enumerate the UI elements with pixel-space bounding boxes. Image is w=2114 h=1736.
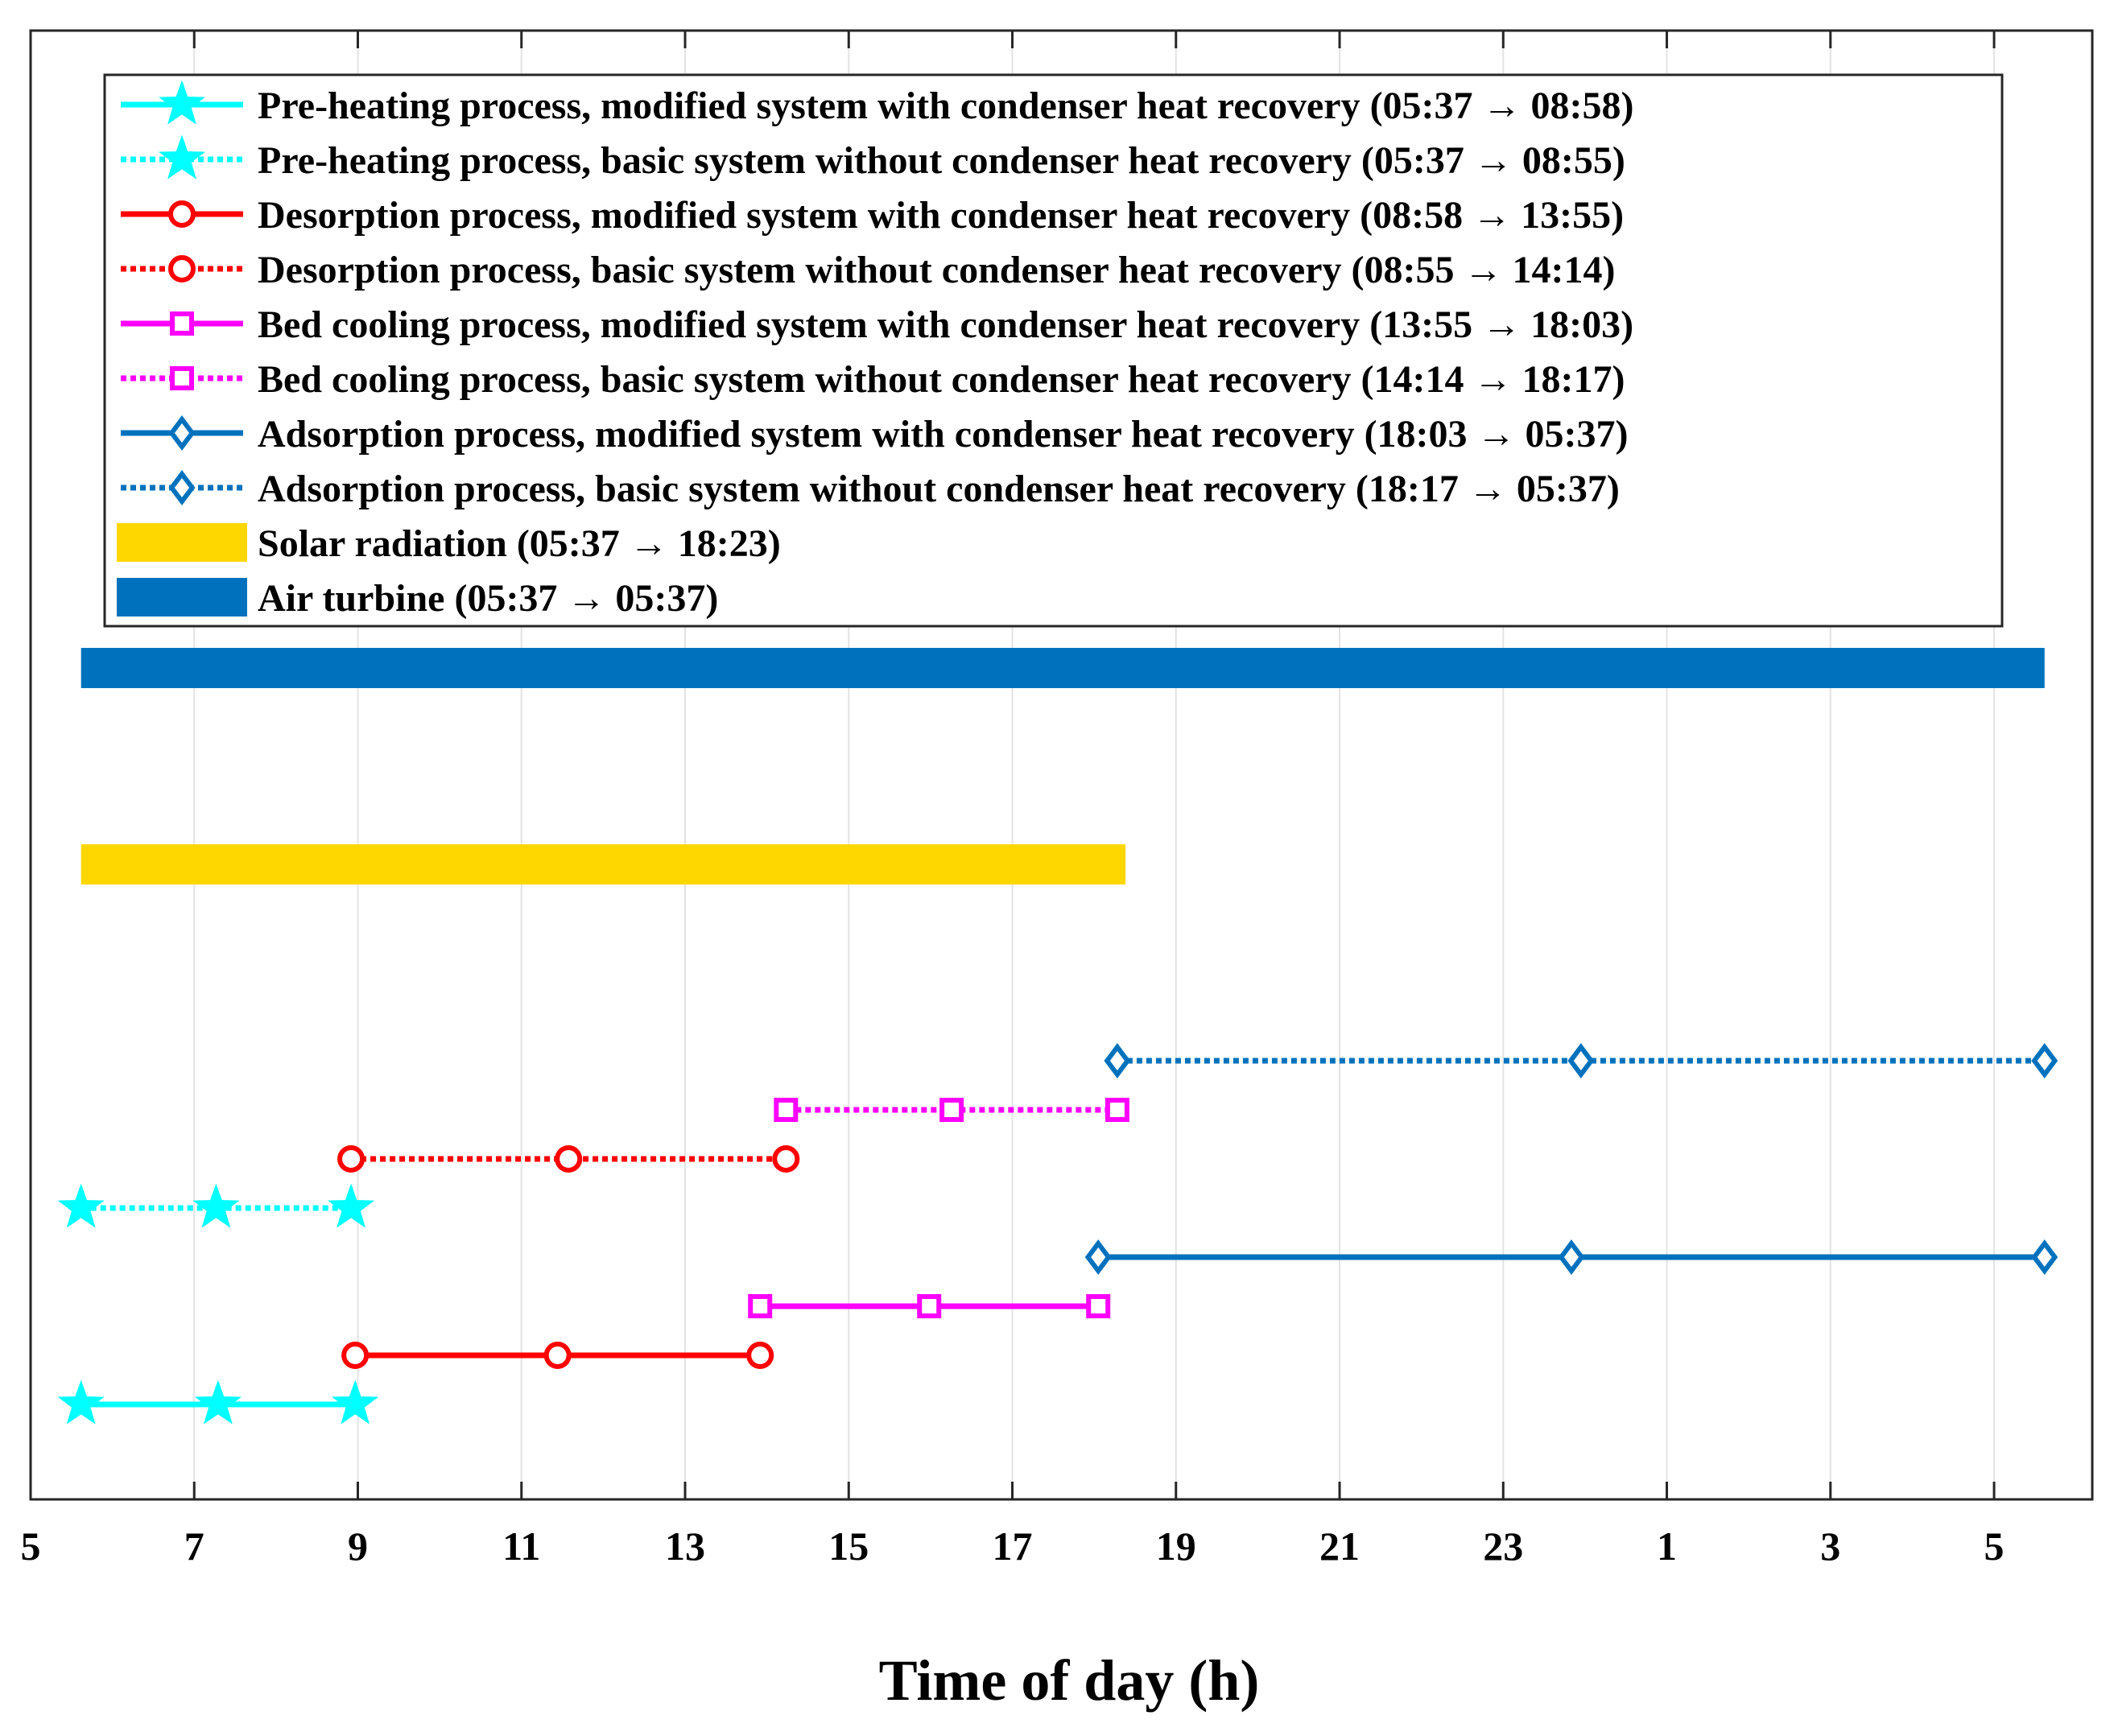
series-marker bbox=[748, 1294, 773, 1318]
legend-entry-6: Bed cooling process, basic system withou… bbox=[121, 358, 1625, 401]
series-marker bbox=[2031, 1043, 2058, 1078]
series-marker bbox=[327, 1183, 375, 1228]
x-tick-label: 13 bbox=[665, 1524, 705, 1569]
series-marker bbox=[555, 1145, 583, 1173]
legend-marker bbox=[168, 415, 196, 451]
x-tick-label: 3 bbox=[1820, 1524, 1840, 1569]
plot-frame bbox=[29, 29, 2094, 1501]
series-marker bbox=[194, 1379, 242, 1425]
x-axis-label: Time of day (h) bbox=[879, 1648, 1260, 1713]
series-3 bbox=[341, 1342, 774, 1369]
legend-entry-3: Desorption process, modified system with… bbox=[121, 194, 1624, 237]
legend-marker bbox=[170, 366, 194, 390]
series-marker bbox=[1086, 1294, 1111, 1318]
legend-label: Pre-heating process, basic system withou… bbox=[258, 139, 1625, 182]
legend-marker bbox=[159, 80, 205, 125]
legend-label: Bed cooling process, modified system wit… bbox=[258, 303, 1633, 346]
series-marker bbox=[57, 1183, 105, 1228]
legend-entry-7: Adsorption process, modified system with… bbox=[121, 413, 1629, 456]
bar-2 bbox=[81, 648, 2045, 688]
series-marker bbox=[917, 1294, 942, 1318]
series-marker bbox=[332, 1379, 379, 1425]
series-5 bbox=[748, 1294, 1111, 1318]
x-tick-label: 21 bbox=[1319, 1524, 1360, 1569]
x-tick-label: 19 bbox=[1156, 1524, 1196, 1569]
x-axis: 5 7 9 11 13 15 17 19 21 23 1 3 5 bbox=[21, 31, 2005, 1569]
legend-entry-1: Pre-heating process, modified system wit… bbox=[121, 80, 1634, 127]
series-marker bbox=[337, 1145, 365, 1173]
legend-marker bbox=[168, 200, 196, 228]
bar-1 bbox=[81, 844, 1126, 884]
series-4 bbox=[337, 1145, 800, 1173]
x-tick-label: 23 bbox=[1483, 1524, 1523, 1569]
legend-label: Bed cooling process, basic system withou… bbox=[258, 358, 1625, 401]
legend-marker bbox=[168, 255, 196, 282]
x-tick-label: 17 bbox=[993, 1524, 1033, 1569]
x-tick-label: 11 bbox=[502, 1524, 540, 1569]
legend-entry-9: Solar radiation (05:37 → 18:23) bbox=[117, 522, 781, 565]
x-tick-label: 5 bbox=[1984, 1524, 2005, 1569]
legend-label: Desorption process, modified system with… bbox=[258, 194, 1624, 237]
x-tick-label: 15 bbox=[828, 1524, 869, 1569]
legend-label: Adsorption process, basic system without… bbox=[258, 468, 1620, 510]
series-marker bbox=[746, 1342, 774, 1369]
legend-swatch bbox=[117, 523, 247, 562]
series-marker bbox=[772, 1145, 800, 1173]
legend-marker bbox=[168, 470, 196, 505]
series-1 bbox=[57, 1379, 379, 1425]
legend-box bbox=[103, 73, 2004, 628]
legend-label: Air turbine (05:37 → 05:37) bbox=[258, 577, 718, 620]
legend-label: Solar radiation (05:37 → 18:23) bbox=[258, 522, 781, 565]
series-marker bbox=[1567, 1043, 1595, 1078]
series-marker bbox=[341, 1342, 370, 1369]
series-8 bbox=[1104, 1043, 2058, 1078]
x-tick-label: 7 bbox=[184, 1524, 204, 1569]
x-tick-label: 1 bbox=[1657, 1524, 1677, 1569]
legend-entry-8: Adsorption process, basic system without… bbox=[121, 468, 1620, 510]
series-2 bbox=[57, 1183, 375, 1228]
series-layer bbox=[57, 1043, 2058, 1425]
series-marker bbox=[774, 1098, 799, 1122]
series-marker bbox=[1558, 1239, 1585, 1275]
legend-label: Desorption process, basic system without… bbox=[258, 249, 1615, 291]
legend: Pre-heating process, modified system wit… bbox=[103, 73, 2004, 628]
series-marker bbox=[2031, 1239, 2058, 1275]
bars-layer bbox=[81, 648, 2045, 884]
series-marker bbox=[57, 1379, 105, 1425]
x-tick-label: 5 bbox=[21, 1524, 41, 1569]
legend-entry-5: Bed cooling process, modified system wit… bbox=[121, 303, 1633, 346]
series-marker bbox=[939, 1098, 964, 1122]
legend-label: Pre-heating process, modified system wit… bbox=[258, 85, 1634, 127]
legend-entry-2: Pre-heating process, basic system withou… bbox=[121, 134, 1625, 182]
series-7 bbox=[1084, 1239, 2058, 1275]
legend-marker bbox=[170, 311, 194, 336]
series-marker bbox=[1104, 1043, 1131, 1078]
x-tick-label: 9 bbox=[348, 1524, 368, 1569]
legend-entry-10: Air turbine (05:37 → 05:37) bbox=[117, 577, 718, 620]
legend-label: Adsorption process, modified system with… bbox=[258, 413, 1629, 456]
series-marker bbox=[192, 1183, 240, 1228]
legend-entry-4: Desorption process, basic system without… bbox=[121, 249, 1615, 291]
series-marker bbox=[1104, 1098, 1129, 1122]
legend-swatch bbox=[117, 578, 247, 616]
series-marker bbox=[1084, 1239, 1112, 1275]
series-marker bbox=[543, 1342, 572, 1369]
legend-marker bbox=[159, 134, 205, 179]
series-6 bbox=[774, 1098, 1129, 1122]
